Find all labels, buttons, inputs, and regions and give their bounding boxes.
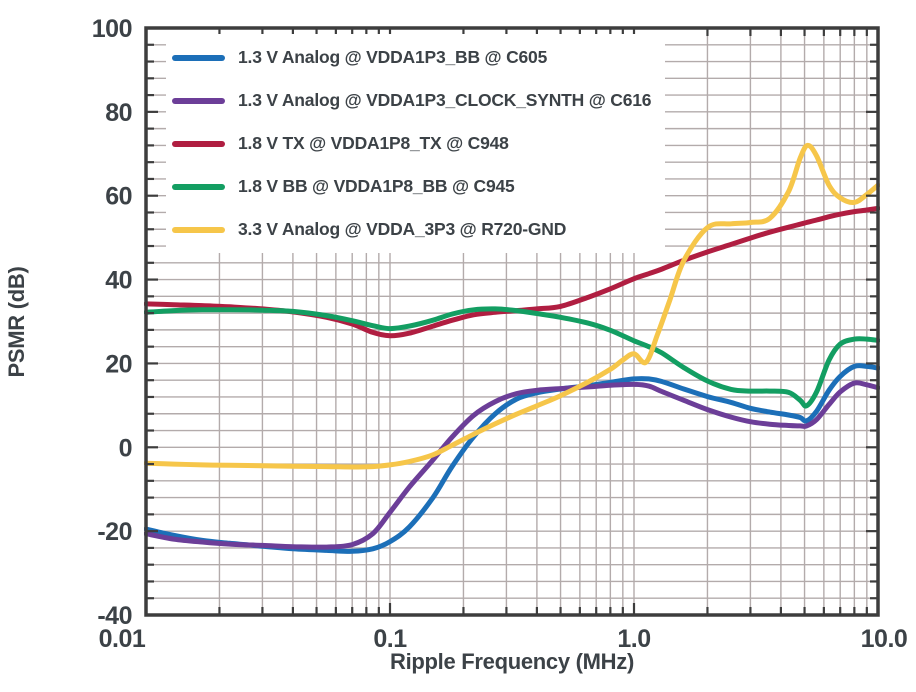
y-tick-label: 20	[105, 350, 132, 378]
series-line-1	[144, 380, 880, 550]
x-tick-label: 0.1	[373, 625, 407, 653]
legend-label: 1.3 V Analog @ VDDA1P3_CLOCK_SYNTH @ C61…	[238, 90, 652, 110]
legend-swatch-line	[172, 54, 225, 61]
legend: 1.3 V Analog @ VDDA1P3_BB @ C605 1.3 V A…	[166, 34, 666, 253]
y-tick-label: 80	[105, 99, 132, 127]
x-axis-title: Ripple Frequency (MHz)	[390, 649, 634, 674]
legend-label: 1.8 V BB @ VDDA1P8_BB @ C945	[238, 176, 515, 196]
plot-border-rect	[144, 26, 880, 617]
legend-swatch-line	[172, 183, 225, 190]
y-tick-label: 60	[105, 183, 132, 211]
axis-label-layer: 100 80 60 40 20 0 -20 -400.01 0.1 1.0 10.0	[92, 15, 908, 653]
x-tick-label: 0.01	[99, 625, 146, 653]
legend-item: 3.3 V Analog @ VDDA_3P3 @ R720-GND	[172, 208, 651, 251]
series-layer	[144, 142, 880, 554]
legend-item: 1.3 V Analog @ VDDA1P3_BB @ C605	[172, 36, 651, 79]
legend-swatch-line	[172, 226, 225, 233]
y-tick-label: -40	[97, 602, 132, 630]
legend-label: 1.8 V TX @ VDDA1P8_TX @ C948	[238, 133, 509, 153]
y-tick-label: 40	[105, 267, 132, 295]
series-line-4	[144, 142, 880, 470]
series-line-3	[144, 306, 880, 409]
legend-item: 1.8 V TX @ VDDA1P8_TX @ C948	[172, 122, 651, 165]
plot-border	[144, 26, 880, 617]
legend-item: 1.8 V BB @ VDDA1P8_BB @ C945	[172, 165, 651, 208]
x-tick-label: 1.0	[617, 625, 650, 653]
y-axis-title: PSMR (dB)	[4, 267, 29, 378]
x-tick-label: 10.0	[861, 625, 908, 653]
legend-label: 1.3 V Analog @ VDDA1P3_BB @ C605	[238, 47, 548, 67]
y-tick-label: 100	[92, 15, 132, 43]
legend-swatch-line	[172, 140, 225, 147]
legend-item: 1.3 V Analog @ VDDA1P3_CLOCK_SYNTH @ C61…	[172, 79, 652, 122]
y-tick-label: -20	[97, 518, 132, 546]
legend-swatch-line	[172, 97, 225, 104]
legend-label: 3.3 V Analog @ VDDA_3P3 @ R720-GND	[238, 219, 567, 239]
y-tick-label: 0	[119, 434, 132, 462]
